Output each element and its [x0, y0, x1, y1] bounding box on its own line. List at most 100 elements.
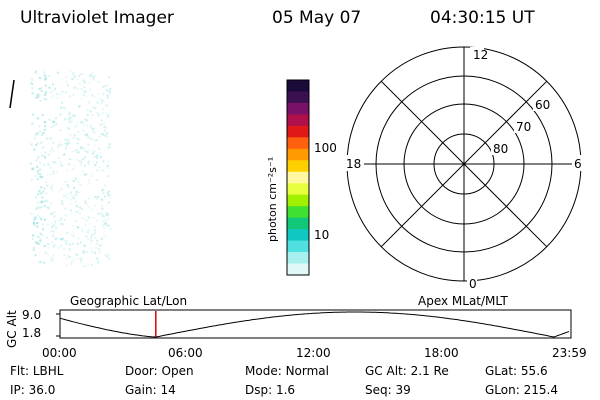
uv-pixel	[38, 87, 41, 90]
uv-pixel	[76, 242, 79, 245]
uv-pixel	[104, 235, 107, 238]
uv-pixel	[67, 139, 70, 141]
uv-pixel	[106, 96, 109, 99]
uv-pixel	[72, 168, 75, 171]
color-bar-band	[287, 229, 309, 242]
timeline-xtick-1: 06:00	[168, 346, 203, 360]
uv-pixel	[40, 90, 43, 92]
uv-pixel	[52, 94, 55, 97]
uv-pixel	[87, 216, 90, 219]
uv-pixel	[106, 255, 109, 258]
uv-pixel	[91, 208, 94, 211]
image-edge-mark	[9, 79, 15, 109]
uv-pixel	[36, 165, 39, 168]
uv-pixel	[103, 123, 106, 125]
uv-pixel	[83, 86, 86, 89]
uv-pixel	[36, 206, 39, 209]
uv-pixel	[96, 112, 99, 115]
uv-pixel	[65, 242, 68, 245]
uv-pixel	[55, 117, 57, 120]
uv-pixel	[80, 261, 83, 264]
uv-pixel	[60, 223, 62, 226]
uv-pixel	[104, 224, 107, 226]
uv-pixel	[70, 203, 72, 206]
timeline-ylabel-holder: GC Alt	[5, 310, 19, 348]
uv-pixel	[83, 264, 86, 267]
uv-pixel	[93, 139, 96, 142]
uv-pixel	[75, 253, 78, 256]
uv-pixel	[74, 75, 77, 78]
uv-pixel	[32, 113, 35, 116]
status-glon: GLon: 215.4	[485, 383, 558, 397]
uv-pixel	[47, 243, 50, 246]
uv-pixel	[87, 197, 90, 200]
uv-pixel	[78, 160, 81, 163]
uv-pixel	[80, 146, 83, 148]
uv-pixel	[68, 70, 71, 73]
uv-pixel	[99, 244, 102, 247]
uv-pixel	[72, 243, 74, 245]
uv-pixel	[64, 213, 67, 216]
uv-pixel	[86, 133, 89, 136]
uv-pixel	[49, 91, 52, 94]
uv-pixel	[98, 136, 101, 138]
uv-pixel	[84, 133, 86, 136]
color-bar-band	[287, 263, 309, 276]
uv-pixel	[45, 98, 48, 101]
uv-pixel	[64, 181, 67, 184]
uv-pixel	[39, 238, 42, 241]
instrument-title: Ultraviolet Imager	[20, 8, 174, 28]
uv-pixel	[107, 213, 110, 216]
uv-pixel	[72, 137, 75, 140]
uv-pixel	[106, 89, 109, 92]
uv-pixel	[89, 89, 92, 92]
uv-pixel	[87, 263, 90, 266]
uv-pixel	[67, 142, 69, 145]
uv-pixel	[84, 218, 87, 221]
uv-pixel	[96, 154, 99, 157]
uv-pixel	[65, 169, 68, 172]
uv-pixel	[58, 143, 61, 146]
uv-pixel	[100, 214, 103, 217]
uv-pixel	[70, 260, 73, 263]
uv-pixel	[105, 219, 107, 222]
uv-pixel	[50, 95, 53, 98]
status-gc-alt: GC Alt: 2.1 Re	[365, 364, 449, 378]
uv-pixel	[77, 226, 79, 229]
uv-pixel	[68, 120, 71, 123]
uv-pixel	[99, 249, 102, 252]
uv-pixel	[64, 138, 67, 141]
uv-pixel	[103, 130, 106, 132]
uv-pixel	[77, 192, 80, 195]
timeline-frame	[59, 309, 572, 339]
uv-pixel	[59, 113, 62, 116]
uv-pixel	[42, 190, 45, 193]
uv-pixel	[51, 190, 54, 193]
color-bar-gradient	[287, 80, 309, 276]
uv-pixel	[43, 261, 46, 264]
uv-pixel	[84, 90, 87, 93]
uv-pixel	[64, 142, 67, 145]
uv-pixel	[34, 241, 37, 244]
uv-pixel	[51, 241, 54, 244]
uv-pixel	[85, 134, 88, 137]
uv-pixel	[95, 157, 98, 160]
uv-pixel	[93, 204, 96, 207]
uv-pixel	[82, 249, 85, 252]
uv-pixel	[37, 201, 40, 204]
uv-pixel	[79, 212, 81, 215]
uv-pixel	[41, 196, 44, 199]
timeline-plot	[56, 309, 572, 339]
uv-pixel	[36, 178, 39, 181]
uv-pixel	[50, 126, 53, 129]
uv-pixel	[101, 132, 104, 135]
uv-pixel	[108, 194, 111, 197]
uv-pixel	[36, 222, 39, 225]
uv-pixel	[76, 190, 79, 193]
uv-pixel	[47, 161, 50, 164]
uv-pixel	[100, 237, 103, 240]
uv-pixel	[107, 159, 110, 162]
uv-pixel	[77, 75, 80, 77]
uv-pixel	[106, 84, 109, 87]
timeline-xtick-0: 00:00	[42, 346, 77, 360]
